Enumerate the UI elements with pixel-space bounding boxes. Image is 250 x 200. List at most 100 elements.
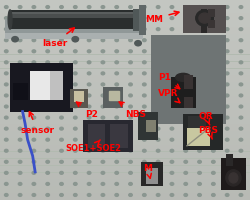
Circle shape [32, 95, 35, 97]
Circle shape [170, 183, 173, 185]
Circle shape [142, 161, 146, 163]
Circle shape [4, 40, 8, 42]
Circle shape [4, 161, 8, 163]
Bar [200, 10, 206, 34]
Bar [0, 90, 250, 97]
Circle shape [46, 40, 49, 42]
Circle shape [46, 161, 49, 163]
Circle shape [183, 40, 187, 42]
Circle shape [46, 51, 49, 53]
Circle shape [128, 183, 132, 185]
Bar [12, 84, 28, 100]
Circle shape [224, 95, 228, 97]
Circle shape [170, 139, 173, 141]
Bar [0, 145, 250, 152]
Bar [0, 117, 250, 124]
Circle shape [73, 150, 77, 152]
Circle shape [128, 18, 132, 20]
Circle shape [183, 106, 187, 108]
Bar [70, 90, 87, 108]
Circle shape [224, 7, 228, 9]
Circle shape [60, 183, 63, 185]
Circle shape [32, 161, 35, 163]
Circle shape [156, 29, 159, 31]
Circle shape [183, 150, 187, 152]
Circle shape [114, 128, 118, 130]
Circle shape [211, 194, 214, 196]
Circle shape [183, 117, 187, 119]
Bar [109, 92, 119, 100]
Circle shape [32, 150, 35, 152]
Circle shape [114, 172, 118, 174]
Circle shape [134, 41, 141, 47]
Circle shape [156, 106, 159, 108]
Circle shape [197, 51, 200, 53]
Bar [139, 6, 145, 36]
Circle shape [183, 95, 187, 97]
Circle shape [87, 51, 90, 53]
Circle shape [156, 161, 159, 163]
Bar [0, 49, 250, 55]
Circle shape [211, 51, 214, 53]
Circle shape [18, 62, 22, 64]
Circle shape [224, 150, 228, 152]
Circle shape [73, 73, 77, 75]
Circle shape [238, 128, 242, 130]
Circle shape [211, 172, 214, 174]
Circle shape [101, 161, 104, 163]
Circle shape [238, 73, 242, 75]
Bar [0, 28, 250, 34]
Circle shape [4, 95, 8, 97]
Circle shape [32, 29, 35, 31]
Bar [140, 162, 162, 186]
Circle shape [32, 172, 35, 174]
Circle shape [60, 139, 63, 141]
Circle shape [156, 150, 159, 152]
Circle shape [46, 62, 49, 64]
Circle shape [101, 62, 104, 64]
Circle shape [224, 106, 228, 108]
Circle shape [18, 172, 22, 174]
Circle shape [114, 51, 118, 53]
Circle shape [238, 95, 242, 97]
Circle shape [156, 73, 159, 75]
Circle shape [18, 161, 22, 163]
Bar [225, 154, 232, 166]
Bar [182, 114, 222, 150]
Circle shape [170, 150, 173, 152]
Circle shape [87, 18, 90, 20]
Circle shape [4, 117, 8, 119]
Bar [138, 112, 158, 140]
Circle shape [183, 139, 187, 141]
Circle shape [73, 18, 77, 20]
Circle shape [128, 106, 132, 108]
Circle shape [211, 183, 214, 185]
Bar [208, 21, 214, 29]
Bar [0, 180, 250, 186]
Circle shape [18, 95, 22, 97]
Circle shape [87, 106, 90, 108]
Circle shape [224, 18, 228, 20]
Circle shape [197, 106, 200, 108]
Circle shape [224, 84, 228, 86]
Text: laser: laser [42, 29, 74, 48]
Bar [184, 98, 192, 108]
Circle shape [142, 194, 146, 196]
Circle shape [46, 172, 49, 174]
Circle shape [4, 62, 8, 64]
Circle shape [211, 73, 214, 75]
Circle shape [238, 161, 242, 163]
Circle shape [170, 51, 173, 53]
Circle shape [60, 84, 63, 86]
Circle shape [60, 106, 63, 108]
Circle shape [32, 128, 35, 130]
Circle shape [156, 194, 159, 196]
Circle shape [73, 139, 77, 141]
Circle shape [238, 172, 242, 174]
Bar [188, 116, 205, 128]
Circle shape [46, 117, 49, 119]
Circle shape [114, 150, 118, 152]
Circle shape [128, 150, 132, 152]
Circle shape [18, 51, 22, 53]
Circle shape [87, 194, 90, 196]
